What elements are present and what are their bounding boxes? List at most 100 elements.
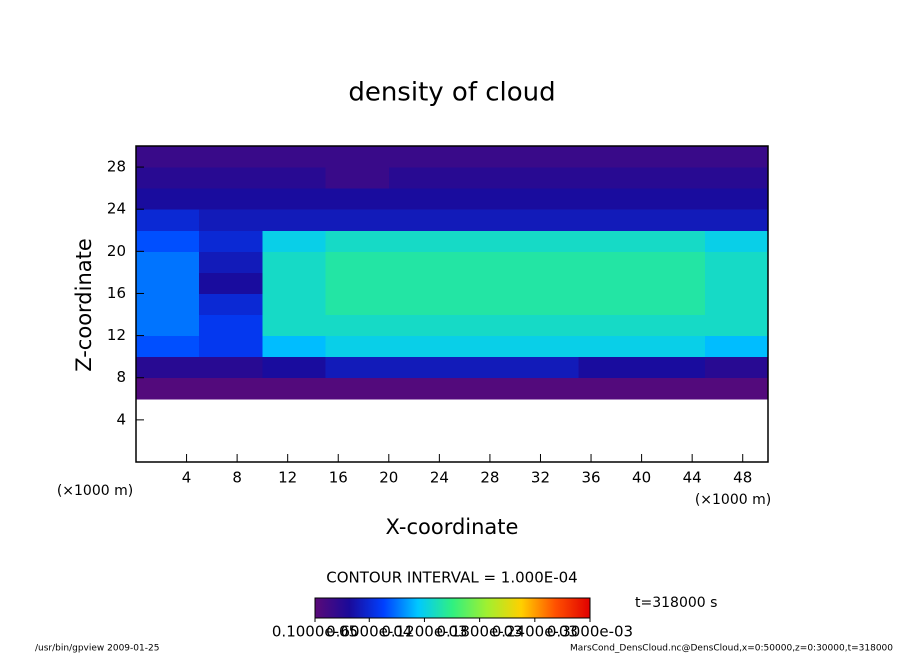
x-tick-label: 20 bbox=[379, 469, 398, 487]
cell bbox=[136, 251, 200, 273]
cell bbox=[515, 356, 579, 379]
cell bbox=[641, 293, 706, 316]
y-tick-label: 12 bbox=[107, 326, 126, 344]
cell bbox=[199, 335, 263, 358]
cell bbox=[641, 230, 706, 252]
cell bbox=[262, 251, 327, 273]
cell bbox=[641, 146, 706, 168]
cell bbox=[388, 314, 453, 337]
cell bbox=[641, 188, 706, 210]
cell bbox=[388, 230, 453, 252]
cell bbox=[641, 314, 706, 337]
cell bbox=[199, 167, 263, 189]
y-unit: (×1000 m) bbox=[57, 483, 133, 499]
cell bbox=[452, 230, 516, 252]
x-tick-label: 48 bbox=[733, 469, 752, 487]
cell bbox=[199, 146, 263, 168]
cell bbox=[515, 293, 579, 316]
cell bbox=[515, 272, 579, 294]
x-tick-label: 32 bbox=[531, 469, 550, 487]
contour-interval: CONTOUR INTERVAL = 1.000E-04 bbox=[326, 569, 577, 587]
cell bbox=[262, 146, 327, 168]
cell bbox=[704, 272, 769, 294]
cell bbox=[262, 209, 327, 231]
cell bbox=[388, 146, 453, 168]
cell bbox=[641, 377, 706, 400]
x-tick-label: 40 bbox=[632, 469, 651, 487]
footer-right: MarsCond_DensCloud.nc@DensCloud,x=0:5000… bbox=[570, 644, 893, 654]
cell bbox=[388, 272, 453, 294]
cell bbox=[578, 293, 643, 316]
cell bbox=[578, 377, 643, 400]
cell bbox=[325, 146, 390, 168]
cell bbox=[704, 146, 769, 168]
cell bbox=[262, 188, 327, 210]
x-unit: (×1000 m) bbox=[695, 492, 771, 508]
cell bbox=[515, 377, 579, 400]
cell bbox=[136, 146, 200, 168]
cell bbox=[136, 230, 200, 252]
y-tick-label: 16 bbox=[107, 284, 126, 302]
x-tick-label: 44 bbox=[683, 469, 702, 487]
cell bbox=[325, 335, 390, 358]
cell bbox=[452, 167, 516, 189]
cell bbox=[136, 314, 200, 337]
cell bbox=[452, 209, 516, 231]
cell bbox=[641, 356, 706, 379]
colorbar-tick-label: 0.1200e-03 bbox=[381, 623, 467, 641]
cell bbox=[199, 272, 263, 294]
x-tick-label: 16 bbox=[329, 469, 348, 487]
cell bbox=[262, 167, 327, 189]
cell bbox=[136, 272, 200, 294]
x-tick-label: 28 bbox=[480, 469, 499, 487]
chart-title: density of cloud bbox=[348, 78, 555, 108]
cell bbox=[199, 251, 263, 273]
cell bbox=[641, 167, 706, 189]
cell bbox=[199, 377, 263, 400]
cell bbox=[578, 167, 643, 189]
cell bbox=[199, 293, 263, 316]
cell bbox=[388, 356, 453, 379]
cell bbox=[262, 314, 327, 337]
cell bbox=[325, 167, 390, 189]
x-tick-label: 12 bbox=[278, 469, 297, 487]
y-axis-label: Z-coordinate bbox=[72, 238, 96, 372]
cell bbox=[515, 188, 579, 210]
cell bbox=[325, 188, 390, 210]
cell bbox=[388, 167, 453, 189]
cell bbox=[641, 272, 706, 294]
cell bbox=[199, 314, 263, 337]
cell bbox=[388, 377, 453, 400]
cell bbox=[136, 167, 200, 189]
cell bbox=[578, 230, 643, 252]
footer-left: /usr/bin/gpview 2009-01-25 bbox=[35, 644, 159, 654]
cell bbox=[452, 251, 516, 273]
cell bbox=[136, 209, 200, 231]
cell bbox=[452, 293, 516, 316]
cell bbox=[199, 230, 263, 252]
cell bbox=[452, 188, 516, 210]
y-tick-label: 8 bbox=[116, 368, 126, 386]
cell bbox=[325, 356, 390, 379]
cell bbox=[704, 230, 769, 252]
cell bbox=[199, 356, 263, 379]
cell bbox=[515, 314, 579, 337]
cell bbox=[262, 377, 327, 400]
cell bbox=[325, 251, 390, 273]
colorbar-tick-label: 0.6000e-04 bbox=[326, 623, 412, 641]
cell bbox=[452, 335, 516, 358]
cell bbox=[136, 377, 200, 400]
cell bbox=[136, 356, 200, 379]
cell bbox=[452, 146, 516, 168]
cell bbox=[452, 314, 516, 337]
x-tick-label: 8 bbox=[232, 469, 242, 487]
cell bbox=[262, 272, 327, 294]
field bbox=[136, 146, 769, 400]
cell bbox=[704, 188, 769, 210]
cell bbox=[515, 146, 579, 168]
cell bbox=[325, 230, 390, 252]
cell bbox=[325, 314, 390, 337]
cell bbox=[262, 356, 327, 379]
cell bbox=[515, 335, 579, 358]
